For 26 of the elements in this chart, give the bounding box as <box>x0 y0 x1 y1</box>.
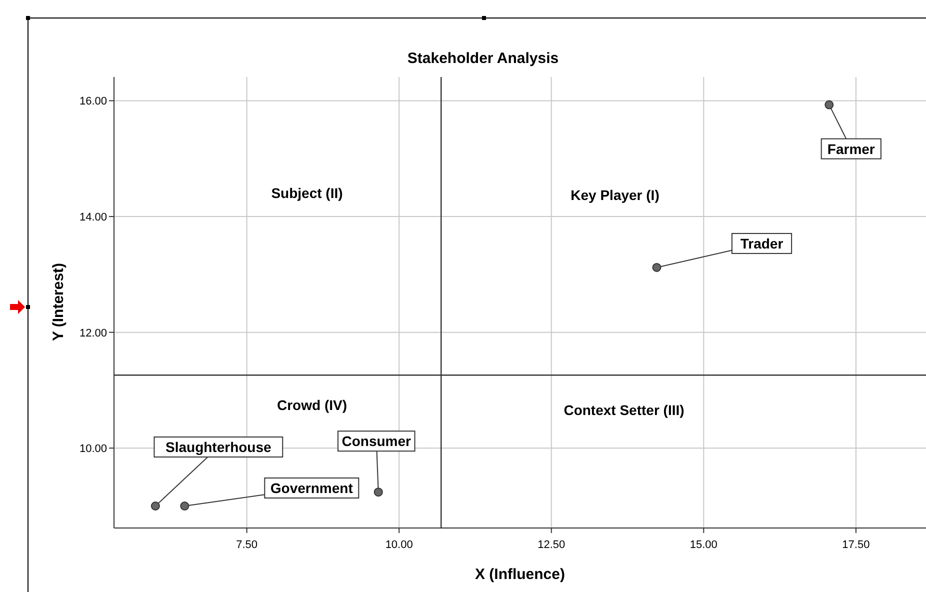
annotation: Subject (II) <box>271 185 343 201</box>
y-tick-label: 10.00 <box>79 443 107 456</box>
annotation: Slaughterhouse <box>166 439 272 455</box>
point <box>824 100 834 110</box>
point <box>652 262 662 272</box>
annotation: Farmer <box>827 140 876 157</box>
point <box>374 488 383 497</box>
y-tick-label: 14.00 <box>79 212 107 224</box>
y-axis-title: Y (Interest) <box>50 262 67 342</box>
x-tick-label: 10.00 <box>385 539 413 551</box>
x-tick-label: 12.50 <box>538 539 566 551</box>
x-tick-label: 15.00 <box>690 539 718 551</box>
point <box>180 502 190 510</box>
y-tick-label: 12.00 <box>79 327 107 340</box>
x-axis-title: X (Influence) <box>474 566 566 583</box>
annotation: Key Player (I) <box>570 187 660 203</box>
annotation: Context Setter (III) <box>564 402 684 418</box>
y-tick-label: 16.00 <box>79 96 107 108</box>
x-tick-label: 7.50 <box>236 539 258 551</box>
annotation: Consumer <box>342 433 412 450</box>
chart-title: Stakeholder Analysis <box>407 50 559 67</box>
annotation: Government <box>270 480 354 496</box>
point <box>150 502 160 510</box>
annotation: Crowd (IV) <box>277 397 347 413</box>
annotation: Trader <box>740 235 784 252</box>
x-tick-label: 17.50 <box>842 539 870 551</box>
